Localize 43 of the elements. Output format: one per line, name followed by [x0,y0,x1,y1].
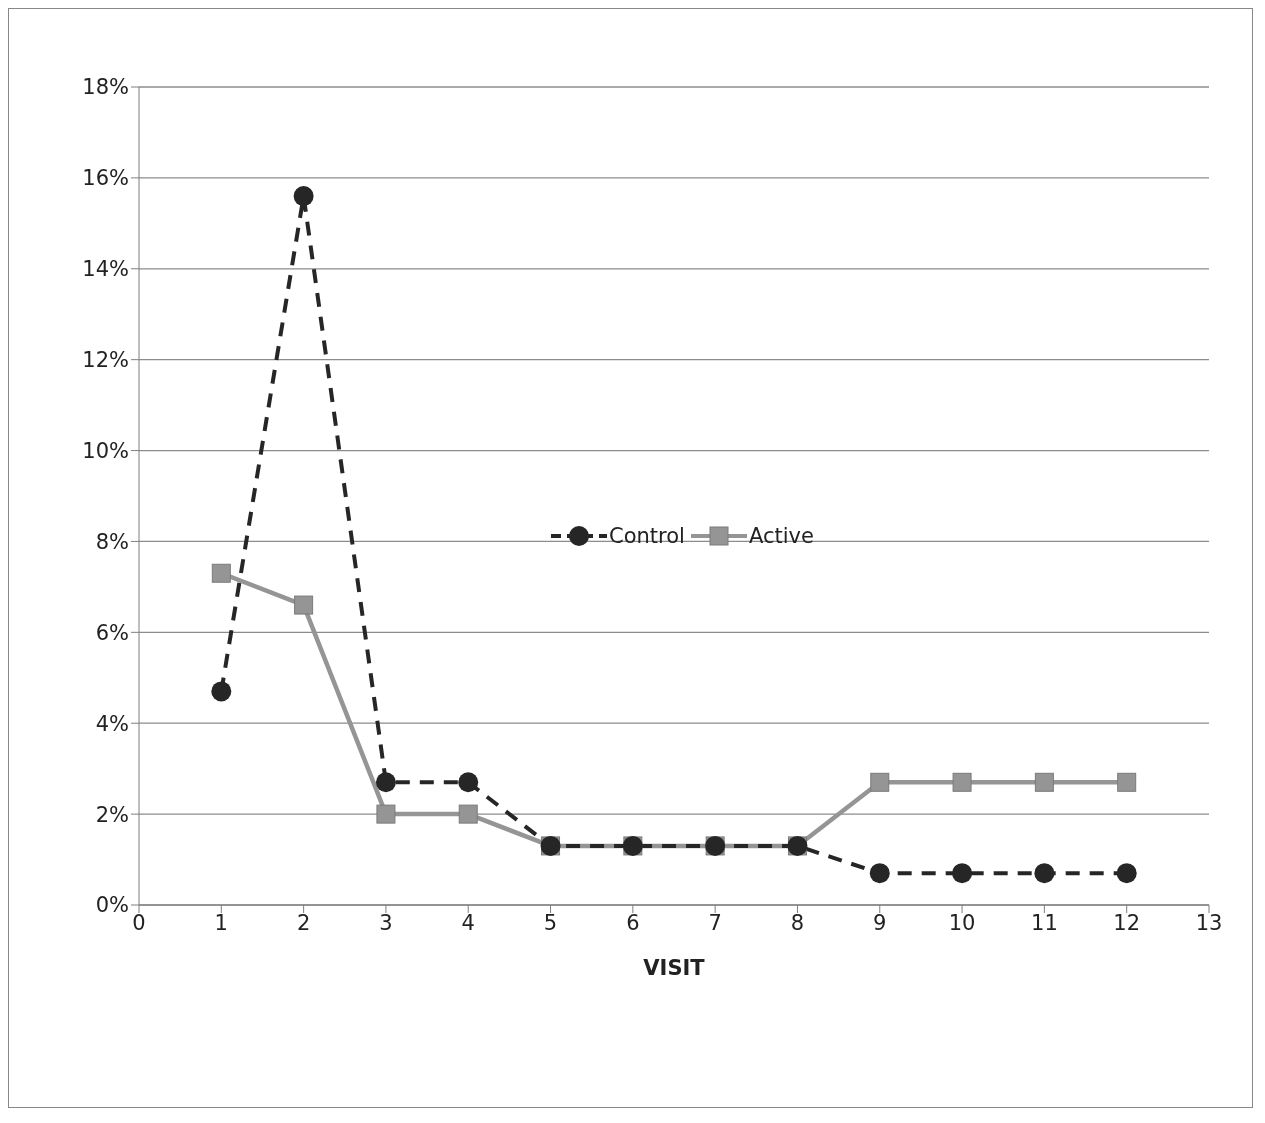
x-tick-label: 5 [543,910,558,935]
y-tick-label: 14% [82,257,129,282]
x-tick-label: 10 [948,910,976,935]
x-tick-label: 4 [461,910,475,935]
point [375,772,396,793]
point [1034,772,1054,792]
y-tick-label: 12% [82,348,129,373]
point [1116,863,1137,884]
x-tick-label: 11 [1031,910,1058,935]
point [294,595,314,615]
point [376,804,396,824]
x-axis-title: VISIT [643,956,706,980]
x-tick-label: 6 [626,910,640,935]
x-tick-label: 3 [379,910,393,935]
x-tick-label: 2 [296,910,311,935]
point [952,863,973,884]
legend-label: Control [609,524,685,548]
point [211,563,231,583]
point [458,772,479,793]
y-tick-label: 16% [82,166,129,191]
point [1117,772,1137,792]
legend-label: Active [748,524,814,548]
point [1034,863,1055,884]
x-tick-label: 0 [132,910,146,935]
x-tick-label: 9 [873,910,887,935]
point [293,186,314,207]
x-tick-label: 7 [708,910,722,935]
point [211,681,232,702]
point [458,804,478,824]
point [870,772,890,792]
x-tick-label: 1 [214,910,228,935]
x-tick-label: 8 [790,910,805,935]
y-tick-label: 4% [95,711,129,736]
y-tick-label: 6% [95,620,129,645]
y-tick-label: 8% [95,529,129,554]
y-tick-label: 0% [95,893,129,918]
y-tick-label: 2% [95,802,129,827]
point [952,772,972,792]
x-tick-label: 13 [1195,910,1223,935]
y-tick-label: 10% [82,439,129,464]
x-tick-label: 12 [1113,910,1141,935]
point [869,863,890,884]
y-tick-label: 18% [82,75,129,100]
